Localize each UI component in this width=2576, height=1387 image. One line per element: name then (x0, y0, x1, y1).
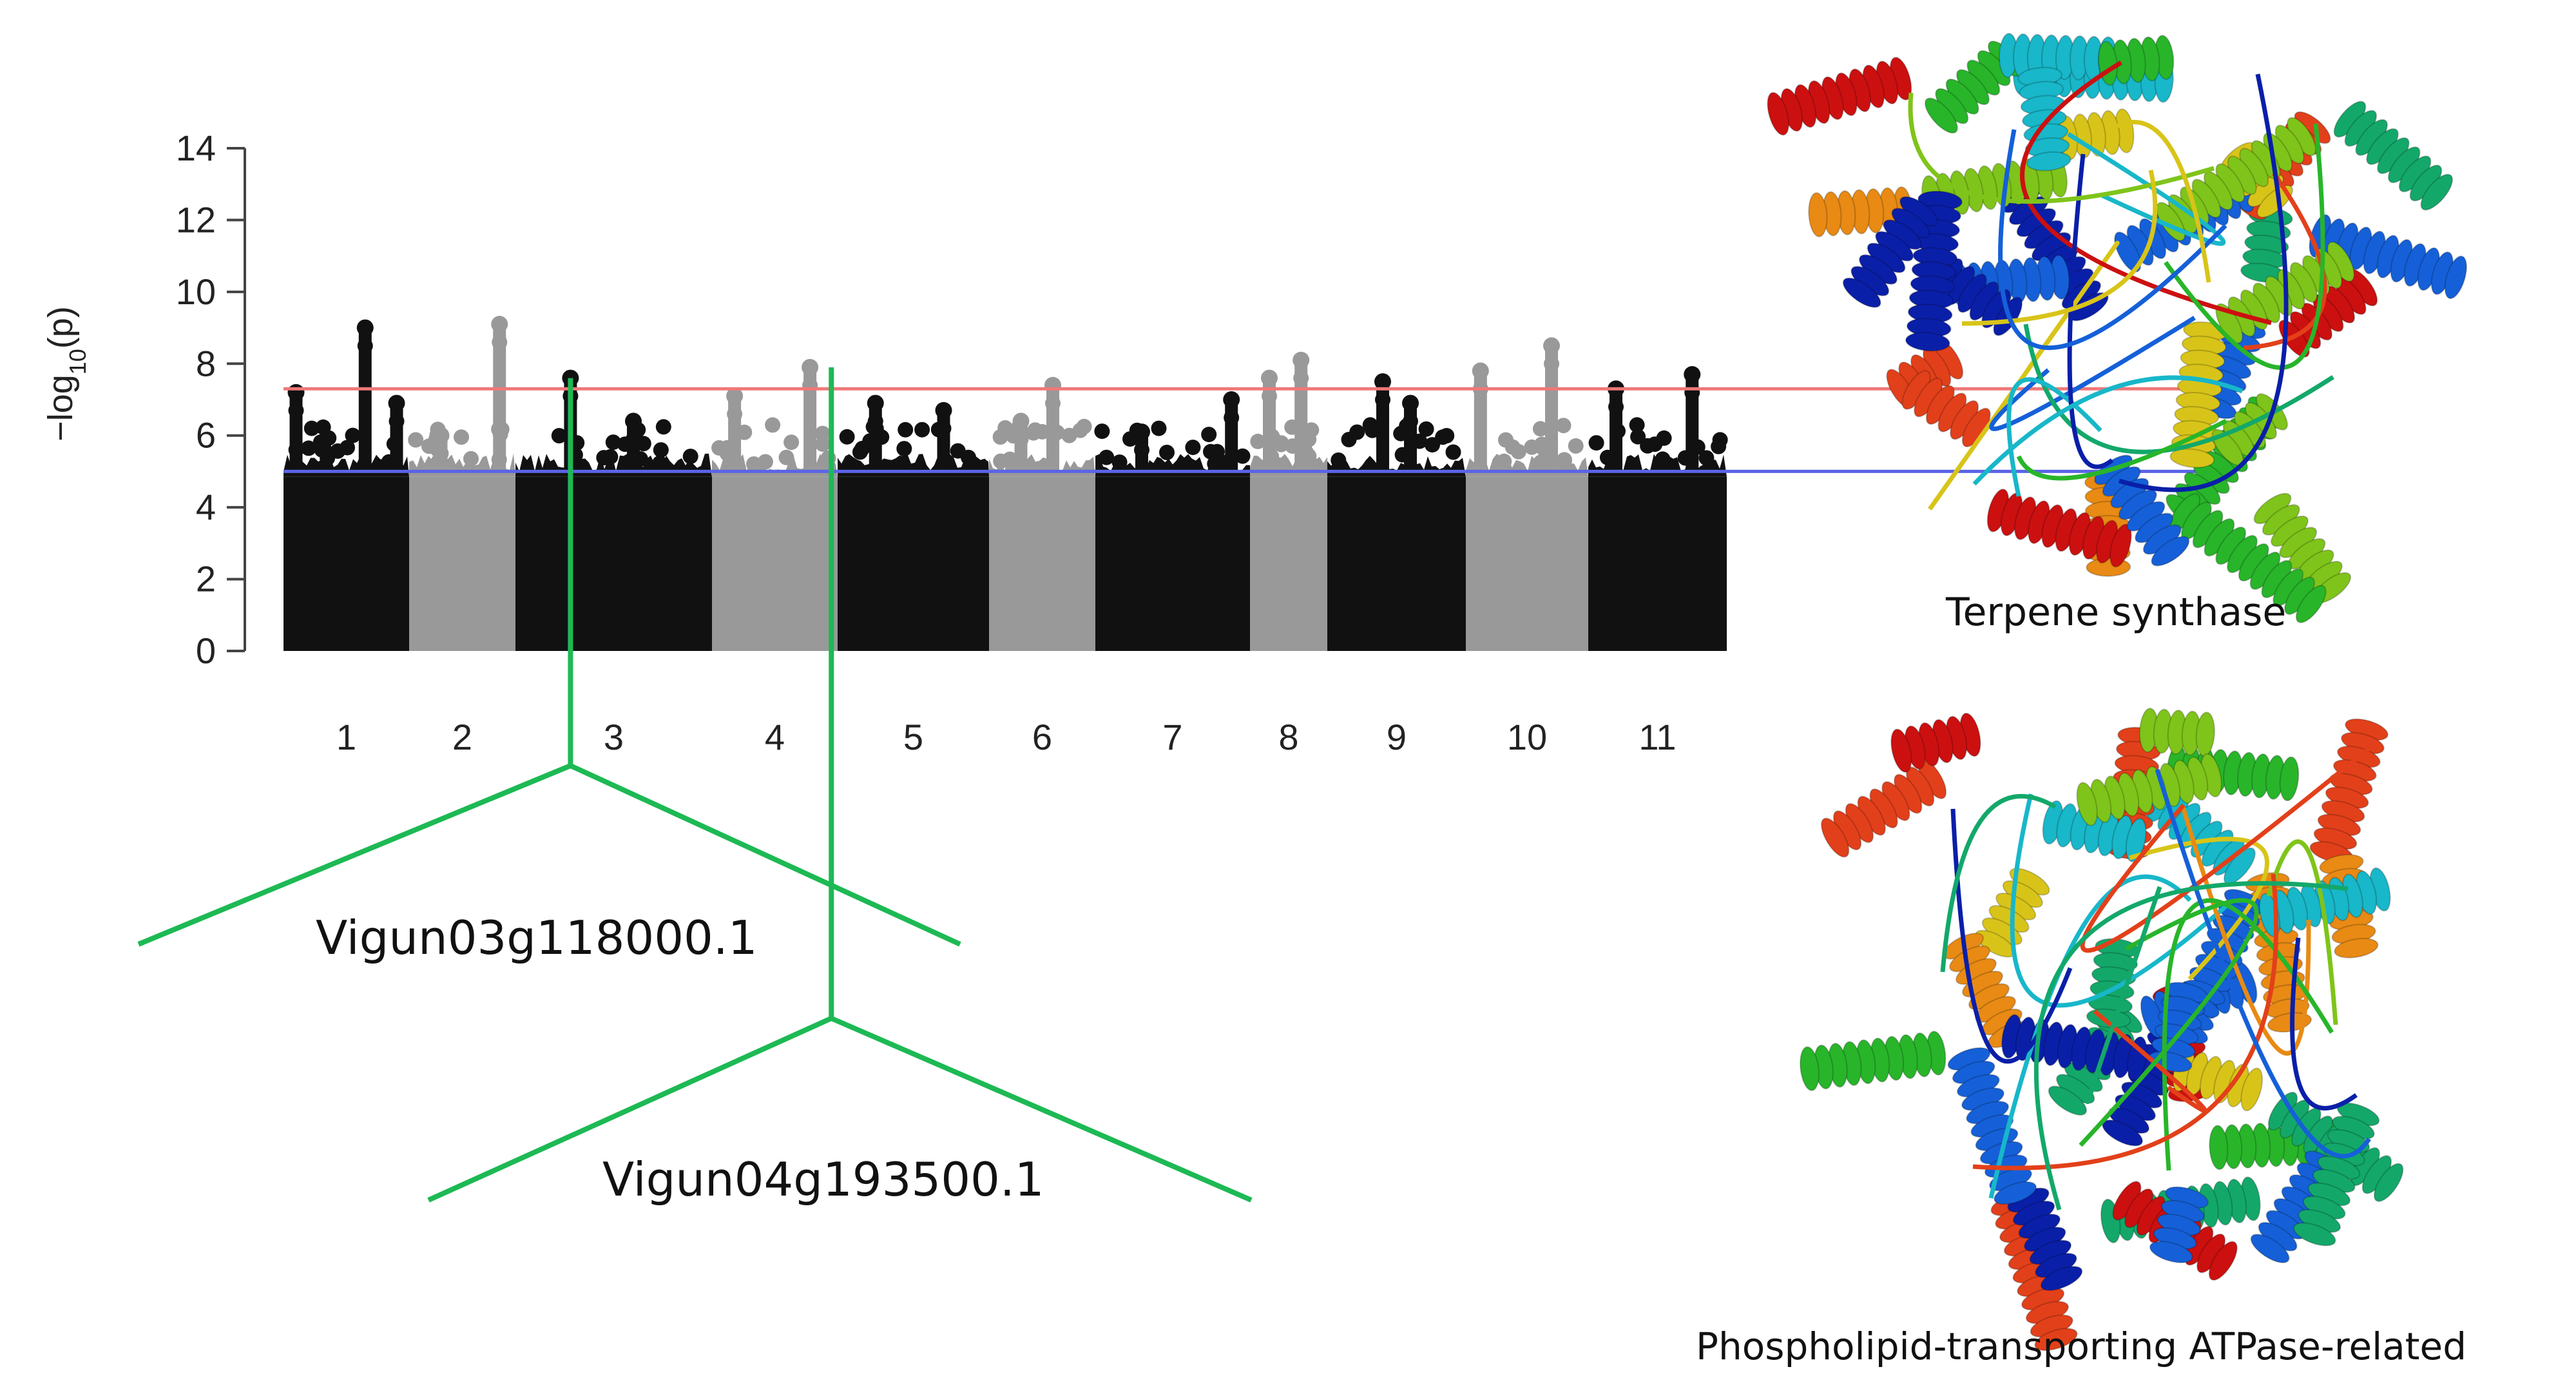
chromosome-8-peak-2 (1293, 351, 1310, 472)
y-tick-label-0: 0 (196, 630, 216, 671)
chromosome-1-peak-1 (287, 383, 305, 472)
chromosome-3-points (515, 476, 712, 651)
chromosome-8-points (1250, 476, 1327, 651)
chromosome-4-peak-1 (726, 387, 744, 472)
chromosome-2-peak-1 (432, 427, 450, 472)
chromosome-2-points (409, 476, 515, 651)
chromosome-1-peak-2 (356, 319, 374, 472)
chromosome-10-peak-1 (1472, 362, 1489, 472)
protein-structure-phospholipid-atpase (1799, 708, 2404, 1352)
x-tick-label-6: 6 (1032, 717, 1052, 757)
gene-label-1: Vigun03g118000.1 (316, 911, 758, 965)
plot-xlabels: 1 2 3 4 5 6 7 8 9 10 11 (336, 717, 1677, 757)
protein-structure-terpene-synthase (1767, 33, 2468, 623)
x-tick-label-5: 5 (903, 717, 923, 757)
x-tick-label-8: 8 (1278, 717, 1298, 757)
chromosome-9-peak-1 (1374, 373, 1391, 472)
chromosome-6 (989, 418, 1095, 651)
x-tick-label-9: 9 (1387, 717, 1407, 757)
chromosome-11-peak-1 (1608, 380, 1624, 472)
chromosome-5-points (838, 476, 989, 651)
chromosome-7-points (1095, 476, 1250, 651)
chromosome-9 (1327, 417, 1466, 651)
chromosome-4-peak-2 (802, 358, 819, 472)
y-tick-label-10: 10 (176, 271, 216, 312)
protein-label-terpene-synthase: Terpene synthase (1946, 590, 2287, 635)
chromosome-1-points (284, 476, 409, 651)
y-tick-label-8: 8 (196, 343, 216, 383)
callout-Vigun03g118000.1: Vigun03g118000.1 (137, 378, 961, 965)
x-tick-label-4: 4 (765, 717, 785, 757)
plot-callouts: Vigun03g118000.1 Vigun04g193500.1 (137, 367, 1253, 1207)
chromosome-6-points (989, 476, 1095, 651)
chromosome-8-peak-1 (1261, 369, 1278, 472)
plot-peaks (287, 316, 1701, 472)
callout-Vigun04g193500.1: Vigun04g193500.1 (427, 367, 1253, 1207)
gene-label-2: Vigun04g193500.1 (602, 1152, 1044, 1207)
x-tick-label-11: 11 (1639, 717, 1676, 757)
y-tick-label-6: 6 (196, 415, 216, 456)
plot-thresholds (284, 387, 2207, 473)
y-tick-label-14: 14 (176, 128, 216, 168)
x-tick-label-2: 2 (452, 717, 472, 757)
chromosome-5-peak-1 (867, 394, 884, 472)
x-tick-label-10: 10 (1507, 717, 1547, 757)
chromosome-3-peak-2 (625, 412, 642, 472)
chromosome-1-peak-3 (388, 394, 405, 472)
protein-art (1767, 33, 2468, 1352)
chromosome-11 (1588, 417, 1728, 651)
chromosome-10-points (1466, 476, 1588, 651)
chromosome-7-peak-2 (1223, 391, 1240, 472)
plot-bands (284, 417, 1728, 651)
protein-label-phospholipid-atpase: Phospholipid-transporting ATPase-related (1696, 1324, 2467, 1368)
chromosome-5-peak-2 (935, 402, 952, 472)
chromosome-11-points (1588, 476, 1727, 651)
x-tick-label-1: 1 (336, 717, 356, 757)
chromosome-11-peak-2 (1684, 366, 1701, 472)
chromosome-2-peak-2 (491, 316, 508, 472)
chromosome-9-points (1327, 476, 1466, 651)
y-tick-label-4: 4 (196, 487, 216, 527)
chromosome-8 (1250, 419, 1327, 651)
y-tick-label-12: 12 (176, 199, 216, 240)
x-tick-label-7: 7 (1162, 717, 1182, 757)
chromosome-9-peak-2 (1402, 394, 1419, 472)
chromosome-10-peak-2 (1543, 337, 1560, 472)
chromosome-3 (515, 419, 712, 651)
x-tick-label-3: 3 (604, 717, 624, 757)
y-axis-label: −log10(p) (41, 306, 91, 441)
chromosome-4-points (712, 476, 838, 651)
chromosome-6-peak-1 (1012, 412, 1030, 472)
chromosome-5 (838, 419, 989, 651)
y-tick-label-2: 2 (196, 559, 216, 599)
chromosome-7-peak-1 (1133, 423, 1150, 472)
plot-axis: 0 2 4 6 8 10 12 14 −log10(p) (41, 128, 246, 671)
chromosome-6-peak-2 (1044, 376, 1061, 472)
